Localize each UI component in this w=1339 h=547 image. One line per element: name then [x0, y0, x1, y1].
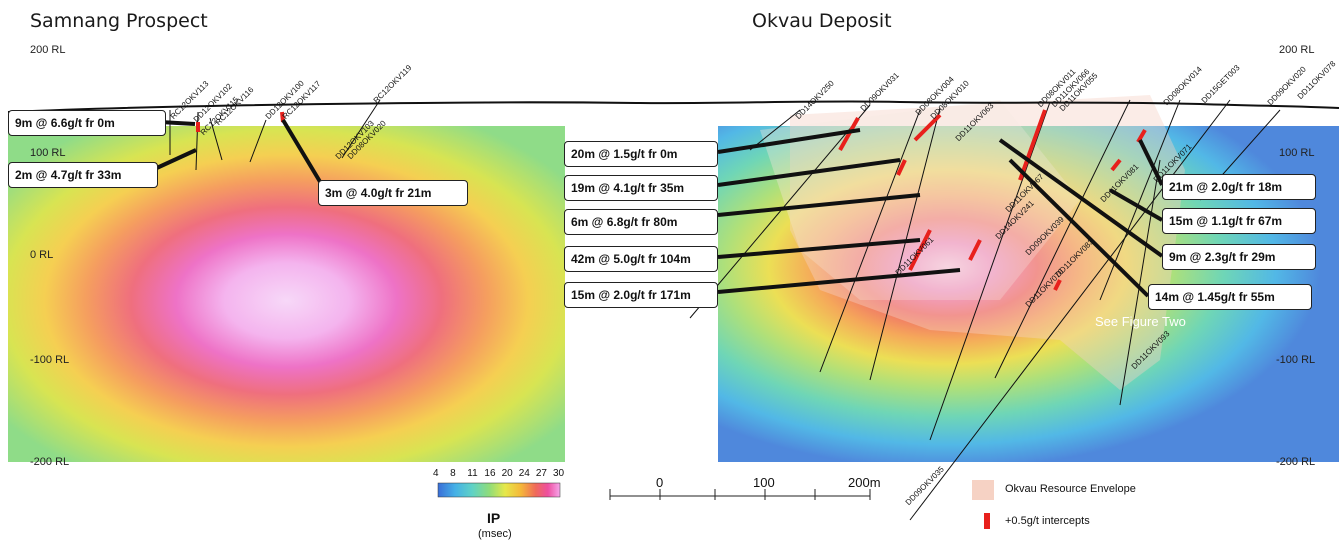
scale-bar [609, 489, 871, 500]
title-samnang: Samnang Prospect [30, 10, 208, 32]
intercept-callout: 42m @ 5.0g/t fr 104m [564, 246, 718, 272]
rl-label: 0 RL [30, 249, 54, 261]
scale-label: 0 [656, 475, 664, 490]
colorbar-tick-label: 24 [518, 468, 530, 479]
intercept-callout: 9m @ 2.3g/t fr 29m [1162, 244, 1316, 270]
intercept-callout: 20m @ 1.5g/t fr 0m [564, 141, 718, 167]
scale-label: 100 [753, 475, 775, 490]
colorbar-tick-label: 27 [535, 468, 547, 479]
colorbar-tick-label: 11 [467, 468, 478, 479]
rl-label: -100 RL [30, 354, 70, 366]
colorbar-tick-label: 8 [450, 468, 456, 479]
colorbar-tick-label: 4 [433, 468, 439, 479]
callout-leaders [147, 118, 1164, 298]
intercept-callout: 19m @ 4.1g/t fr 35m [564, 175, 718, 201]
rl-label: 200 RL [1279, 44, 1315, 56]
intercept-callout: 3m @ 4.0g/t fr 21m [318, 180, 468, 206]
intercept-callout: 6m @ 6.8g/t fr 80m [564, 209, 718, 235]
colorbar-tick-label: 20 [501, 468, 513, 479]
scale-label: 200m [848, 475, 881, 490]
intercept-callout: 21m @ 2.0g/t fr 18m [1162, 174, 1316, 200]
rl-label: 100 RL [30, 147, 66, 159]
rl-label: 100 RL [1279, 147, 1315, 159]
colorbar-tick-label: 30 [553, 468, 565, 479]
colorbar-unit: (msec) [478, 528, 512, 540]
ip-colorbar [437, 482, 561, 498]
intercept-callout: 9m @ 6.6g/t fr 0m [8, 110, 166, 136]
colorbar-tick-label: 16 [484, 468, 496, 479]
see-figure-annotation: See Figure Two [1095, 314, 1186, 329]
rl-label: -100 RL [1276, 354, 1316, 366]
intercept-callout: 15m @ 1.1g/t fr 67m [1162, 208, 1316, 234]
title-okvau: Okvau Deposit [752, 10, 892, 32]
drill-holes [169, 99, 1281, 521]
gold-intercepts [196, 109, 1147, 291]
intercept-callout: 14m @ 1.45g/t fr 55m [1148, 284, 1312, 310]
legend-label: Okvau Resource Envelope [1005, 483, 1136, 495]
legend-envelope-swatch [972, 480, 994, 500]
topography-line [7, 100, 1339, 113]
rl-label: 200 RL [30, 44, 66, 56]
intercept-callout: 2m @ 4.7g/t fr 33m [8, 162, 158, 188]
colorbar-title: IP [487, 510, 501, 526]
legend-label: +0.5g/t intercepts [1005, 515, 1090, 527]
legend-intercept-swatch [984, 513, 990, 529]
rl-label: -200 RL [30, 456, 70, 468]
intercept-callout: 15m @ 2.0g/t fr 171m [564, 282, 718, 308]
rl-label: -200 RL [1276, 456, 1316, 468]
